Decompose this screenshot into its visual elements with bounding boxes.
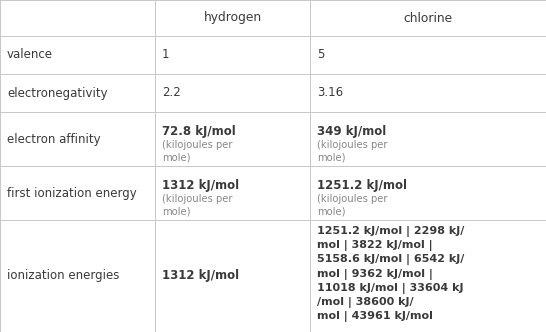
Text: electronegativity: electronegativity <box>7 87 108 100</box>
Text: 72.8 kJ/mol: 72.8 kJ/mol <box>162 125 236 138</box>
Text: (kilojoules per
mole): (kilojoules per mole) <box>162 194 233 216</box>
Text: 349 kJ/mol: 349 kJ/mol <box>317 125 386 138</box>
Text: 2.2: 2.2 <box>162 87 181 100</box>
Text: 1312 kJ/mol: 1312 kJ/mol <box>162 270 239 283</box>
Text: first ionization energy: first ionization energy <box>7 187 136 200</box>
Text: valence: valence <box>7 48 53 61</box>
Text: 1312 kJ/mol: 1312 kJ/mol <box>162 180 239 193</box>
Text: (kilojoules per
mole): (kilojoules per mole) <box>162 140 233 162</box>
Text: 1: 1 <box>162 48 169 61</box>
Text: 3.16: 3.16 <box>317 87 343 100</box>
Text: chlorine: chlorine <box>403 12 453 25</box>
Text: 5: 5 <box>317 48 324 61</box>
Text: hydrogen: hydrogen <box>204 12 262 25</box>
Text: 1251.2 kJ/mol | 2298 kJ/
mol | 3822 kJ/mol |
5158.6 kJ/mol | 6542 kJ/
mol | 9362: 1251.2 kJ/mol | 2298 kJ/ mol | 3822 kJ/m… <box>317 226 465 322</box>
Text: (kilojoules per
mole): (kilojoules per mole) <box>317 140 388 162</box>
Text: ionization energies: ionization energies <box>7 270 120 283</box>
Text: 1251.2 kJ/mol: 1251.2 kJ/mol <box>317 180 407 193</box>
Text: (kilojoules per
mole): (kilojoules per mole) <box>317 194 388 216</box>
Text: electron affinity: electron affinity <box>7 132 100 145</box>
